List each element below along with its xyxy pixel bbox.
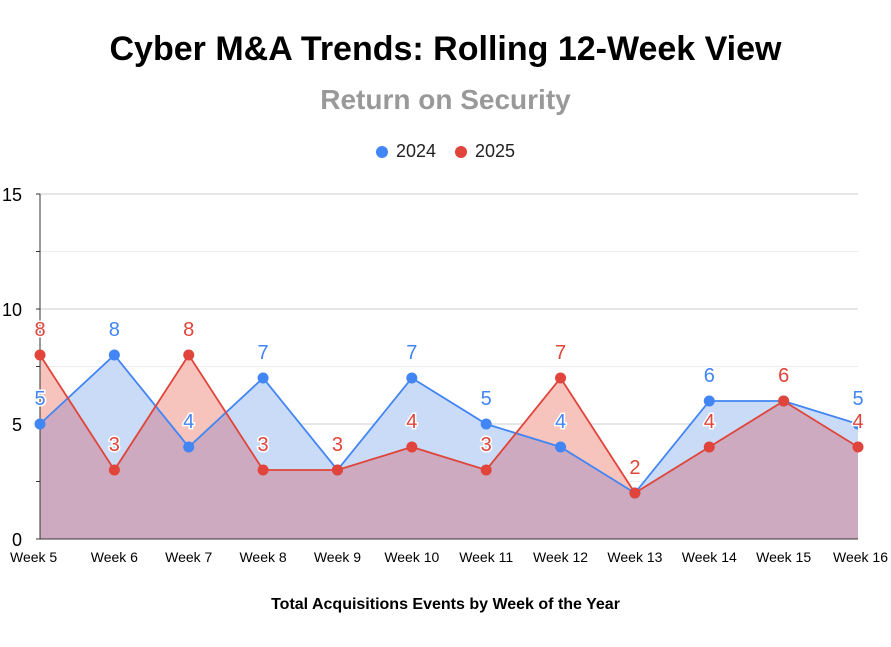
legend-label-2025: 2025 <box>475 141 516 161</box>
data-point-2025[interactable] <box>629 487 641 499</box>
x-tick-label: Week 5 <box>10 549 57 565</box>
x-tick-label: Week 9 <box>314 549 361 565</box>
data-label-2025: 2 <box>629 457 640 479</box>
data-label-2024: 4 <box>555 411 566 433</box>
data-point-2024[interactable] <box>852 418 864 430</box>
data-point-2025[interactable] <box>778 395 790 407</box>
data-point-2024[interactable] <box>703 395 715 407</box>
legend-item-2024[interactable]: 2024 <box>375 141 436 162</box>
legend-marker-2025-icon <box>455 145 467 158</box>
y-tick-label: 0 <box>12 530 22 550</box>
data-label-2025: 6 <box>778 365 789 387</box>
series-line-2024 <box>39 353 859 495</box>
x-tick-label: Week 8 <box>239 549 286 565</box>
y-tick-label: 5 <box>12 415 22 435</box>
chart-subtitle: Return on Security <box>320 84 571 115</box>
data-point-2025[interactable] <box>331 464 343 476</box>
x-tick-label: Week 7 <box>165 549 212 565</box>
y-tick-label: 10 <box>2 300 22 320</box>
x-tick-label: Week 10 <box>384 549 439 565</box>
chart-title: Cyber M&A Trends: Rolling 12-Week View <box>109 30 782 68</box>
data-point-2024[interactable] <box>183 441 195 453</box>
data-label-2024: 4 <box>183 411 194 433</box>
legend-label-2024: 2024 <box>395 141 436 161</box>
data-label-2025: 4 <box>406 411 417 433</box>
series-line-2025 <box>39 353 859 495</box>
data-label-2025: 3 <box>332 434 343 456</box>
data-label-2025: 3 <box>258 434 269 456</box>
data-label-2025: 7 <box>555 342 566 364</box>
data-point-2025[interactable] <box>108 464 120 476</box>
legend: 2024 2025 <box>0 141 891 163</box>
data-label-2025: 3 <box>481 434 492 456</box>
data-label-2024: 5 <box>852 388 863 410</box>
data-label-2025: 8 <box>34 319 45 341</box>
data-label-2024: 6 <box>704 365 715 387</box>
x-tick-label: Week 15 <box>756 549 811 565</box>
data-label-2024: 7 <box>258 342 269 364</box>
data-point-2024[interactable] <box>34 418 46 430</box>
data-point-2024[interactable] <box>406 372 418 384</box>
data-point-2025[interactable] <box>34 349 46 361</box>
legend-item-2025[interactable]: 2025 <box>455 141 515 162</box>
data-point-2025[interactable] <box>480 464 492 476</box>
x-tick-label: Week 14 <box>682 549 737 565</box>
data-point-2025[interactable] <box>183 349 195 361</box>
data-point-2025[interactable] <box>406 441 418 453</box>
data-point-2025[interactable] <box>257 464 269 476</box>
data-point-2025[interactable] <box>852 441 864 453</box>
data-point-2024[interactable] <box>108 349 120 361</box>
data-point-2024[interactable] <box>480 418 492 430</box>
x-tick-label: Week 13 <box>607 549 662 565</box>
data-label-2024: 7 <box>406 342 417 364</box>
legend-marker-2024-icon <box>375 145 388 158</box>
data-label-2025: 4 <box>704 411 715 433</box>
data-point-2024[interactable] <box>555 441 567 453</box>
x-axis-title: Total Acquisitions Events by Week of the… <box>271 596 620 613</box>
data-label-2024: 8 <box>109 319 120 341</box>
x-tick-label: Week 12 <box>533 549 588 565</box>
y-tick-label: 15 <box>2 185 22 205</box>
x-tick-label: Week 11 <box>459 549 513 565</box>
x-tick-label: Week 16 <box>833 549 888 565</box>
data-point-2025[interactable] <box>703 441 715 453</box>
data-label-2025: 8 <box>183 319 194 341</box>
data-label-2024: 5 <box>481 388 492 410</box>
x-tick-label: Week 6 <box>91 549 138 565</box>
data-point-2024[interactable] <box>257 372 269 384</box>
data-label-2025: 4 <box>852 411 863 433</box>
data-label-2024: 5 <box>34 388 45 410</box>
data-point-2025[interactable] <box>555 372 567 384</box>
area-overlap <box>40 398 858 539</box>
data-label-2025: 3 <box>109 434 120 456</box>
